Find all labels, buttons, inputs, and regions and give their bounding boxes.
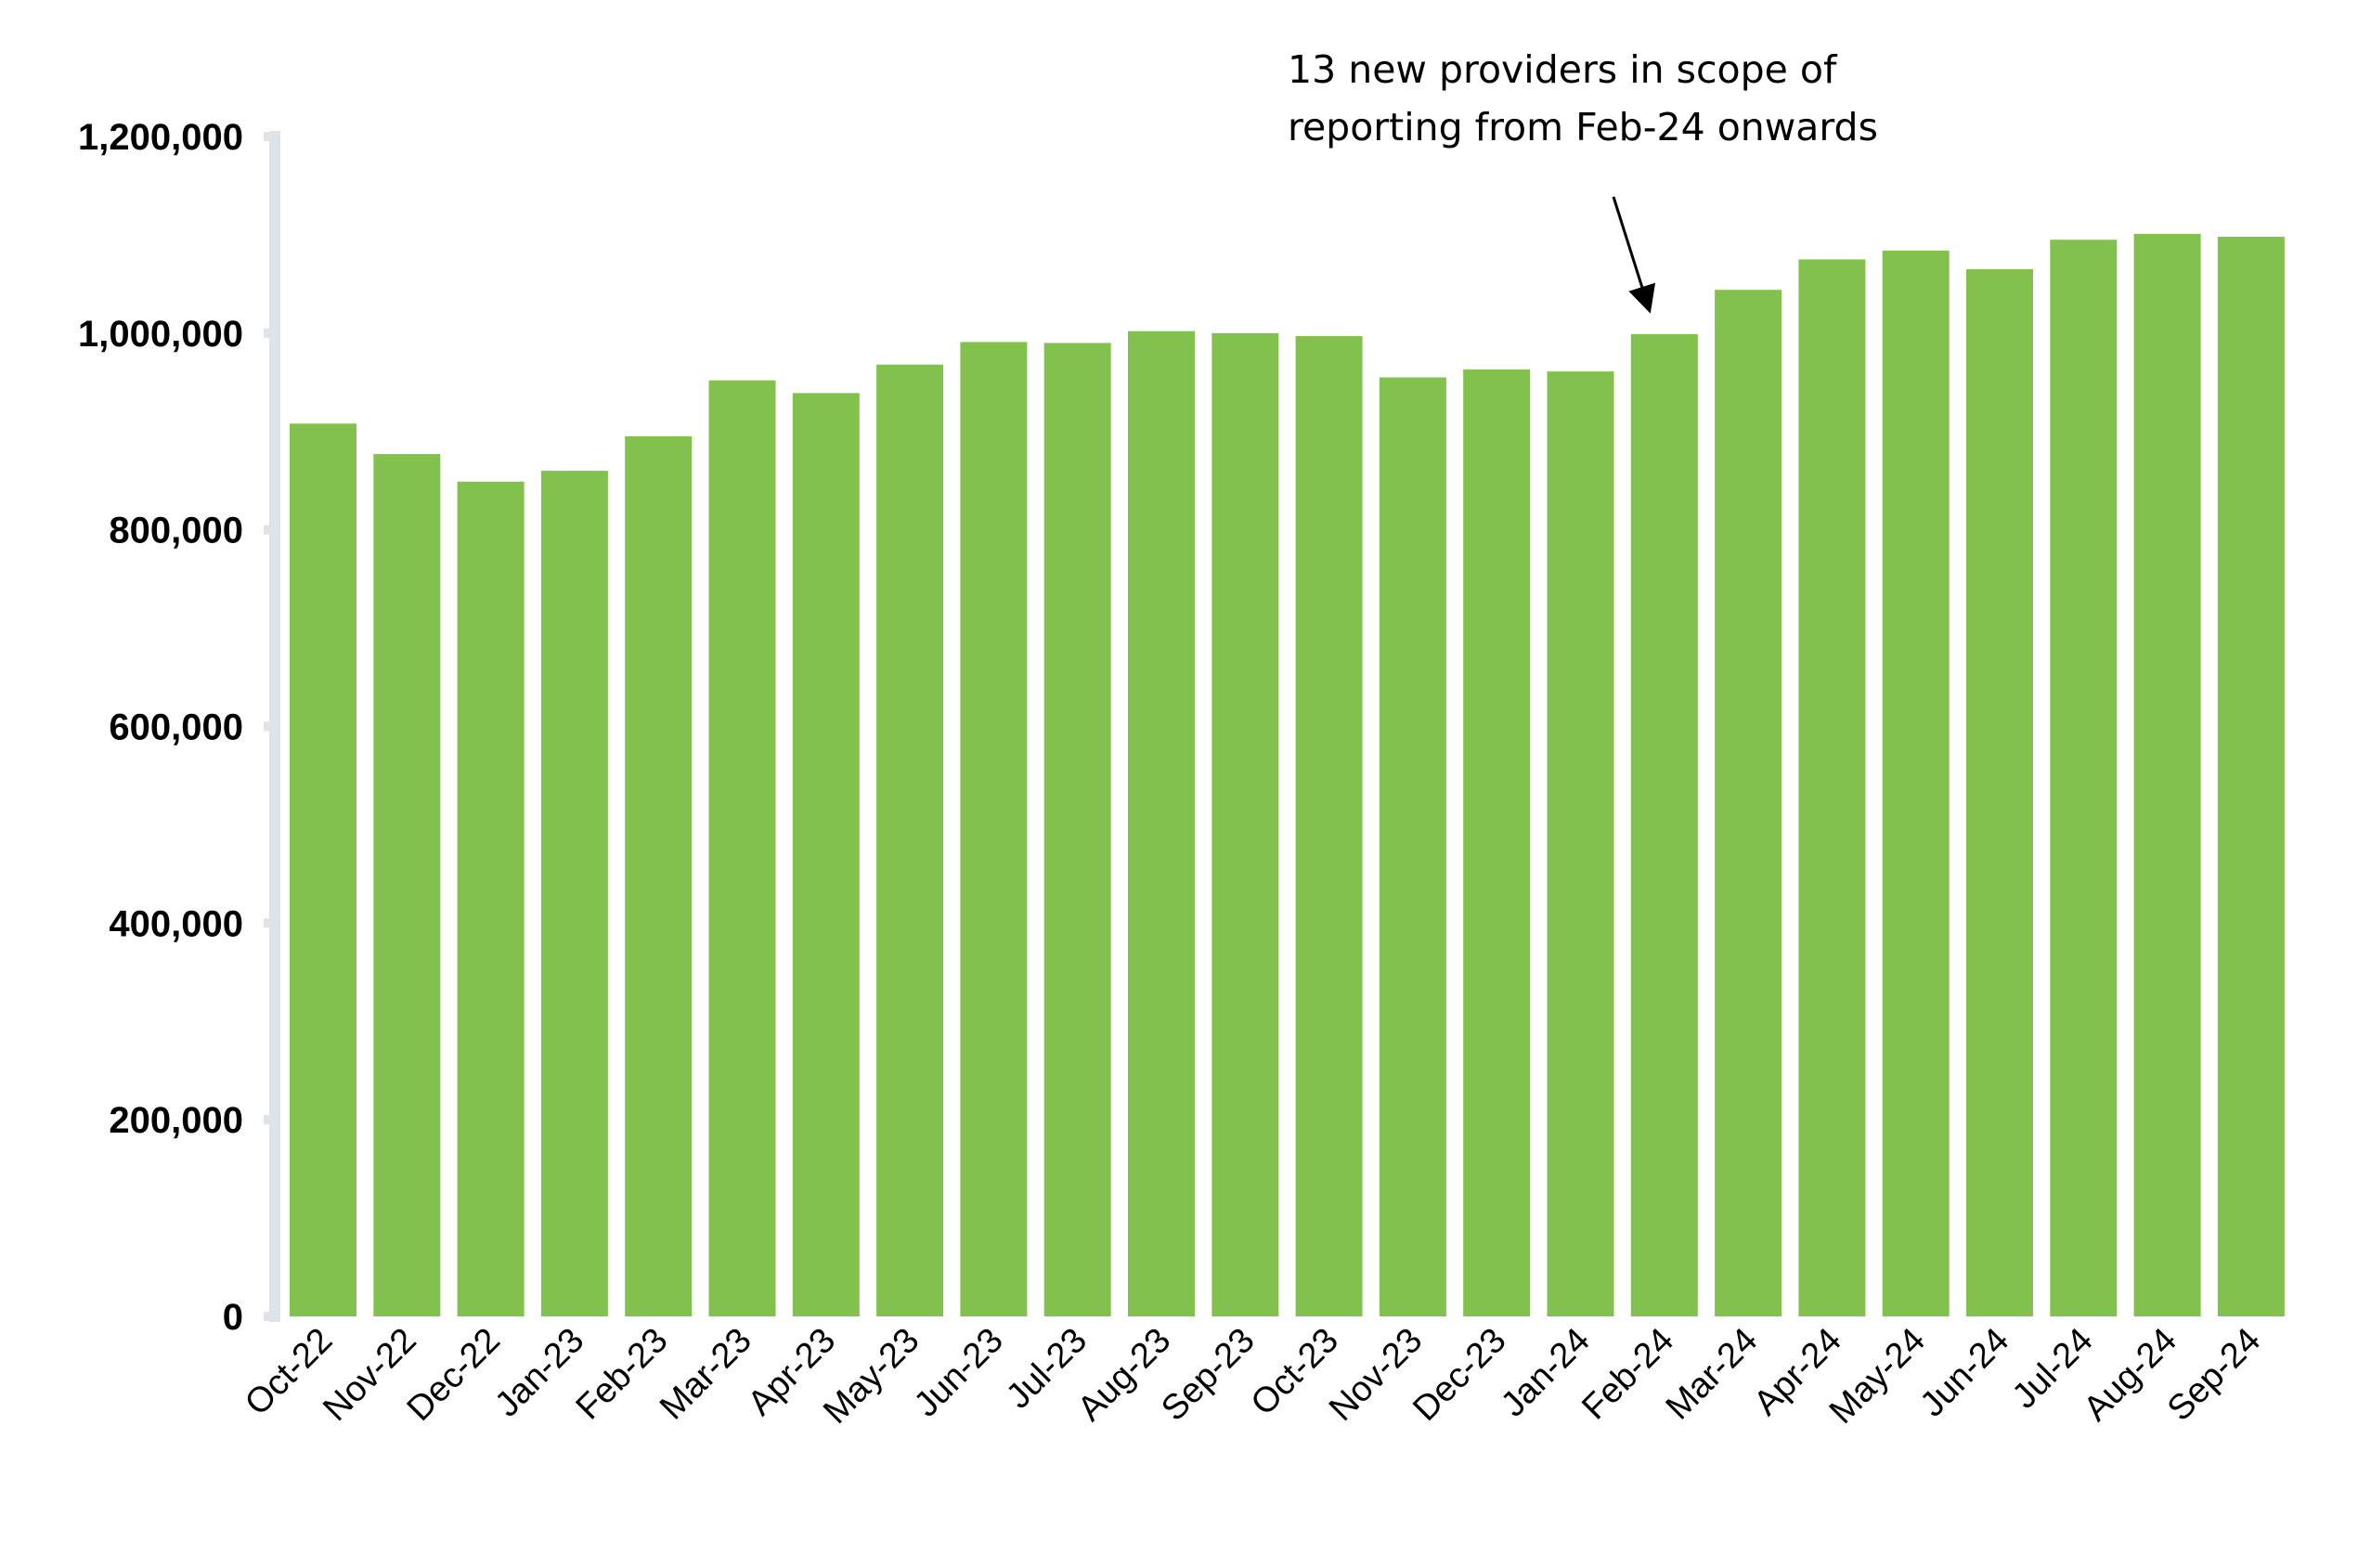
x-tick-label: May-24 bbox=[1822, 1321, 1933, 1432]
y-tick-label: 400,000 bbox=[109, 903, 243, 944]
y-axis-line bbox=[269, 131, 280, 1322]
x-tick-label: May-23 bbox=[816, 1321, 926, 1432]
bar-jun-23 bbox=[960, 342, 1028, 1316]
bar-jan-24 bbox=[1547, 371, 1614, 1317]
bar-nov-23 bbox=[1379, 377, 1446, 1316]
x-tick-label: Mar-23 bbox=[653, 1321, 759, 1428]
bar-jun-24 bbox=[1966, 269, 2033, 1316]
bar-jul-24 bbox=[2050, 240, 2118, 1317]
y-tick-label: 1,200,000 bbox=[78, 117, 243, 158]
y-tick-mark bbox=[264, 525, 271, 535]
y-tick-label: 0 bbox=[223, 1297, 243, 1338]
bar-apr-23 bbox=[792, 393, 860, 1316]
bars bbox=[290, 233, 2285, 1317]
x-tick-label: Dec-23 bbox=[1406, 1321, 1513, 1429]
bar-may-24 bbox=[1882, 250, 1950, 1316]
bar-nov-22 bbox=[373, 454, 441, 1317]
annotation-arrow bbox=[1612, 196, 1656, 314]
x-tick-label: Jun-24 bbox=[1912, 1321, 2016, 1425]
x-tick-label: Jan-23 bbox=[487, 1321, 591, 1425]
bar-sep-23 bbox=[1211, 332, 1279, 1316]
bar-dec-22 bbox=[457, 481, 525, 1316]
bar-oct-22 bbox=[290, 423, 356, 1316]
bar-sep-24 bbox=[2217, 237, 2285, 1316]
x-tick-label: Sep-24 bbox=[2160, 1321, 2268, 1429]
y-tick-label: 800,000 bbox=[109, 511, 243, 551]
y-axis: 0 200,000 400,000 600,000 800,000 1,000,000 1,… bbox=[78, 117, 280, 1338]
y-tick-mark bbox=[264, 721, 271, 732]
x-tick-label: Dec-22 bbox=[400, 1321, 508, 1429]
annotation-line-2: reporting from Feb-24 onwards bbox=[1288, 105, 1878, 149]
x-tick-label: Jan-24 bbox=[1494, 1321, 1598, 1425]
bar-feb-24 bbox=[1630, 333, 1698, 1316]
y-tick-label: 1,000,000 bbox=[78, 314, 243, 355]
y-tick-mark bbox=[264, 132, 271, 141]
y-tick-label: 600,000 bbox=[109, 707, 243, 748]
bar-apr-24 bbox=[1798, 259, 1866, 1316]
x-tick-label: Nov-22 bbox=[316, 1321, 423, 1429]
bar-may-23 bbox=[876, 364, 944, 1317]
x-tick-label: Jun-23 bbox=[907, 1321, 1011, 1425]
bar-jan-23 bbox=[540, 471, 608, 1317]
y-tick-mark bbox=[264, 1115, 271, 1125]
x-tick-label: Aug-24 bbox=[2077, 1321, 2184, 1429]
annotation-line-1: 13 new providers in scope of bbox=[1288, 47, 1838, 92]
x-tick-label: Mar-24 bbox=[1659, 1321, 1766, 1428]
y-tick-label: 200,000 bbox=[109, 1100, 243, 1141]
x-axis-labels: Oct-22Nov-22Dec-22Jan-23Feb-23Mar-23Apr-… bbox=[238, 1321, 2268, 1432]
x-tick-label: Nov-23 bbox=[1322, 1321, 1430, 1429]
bar-aug-24 bbox=[2133, 233, 2201, 1316]
y-tick-mark bbox=[264, 918, 271, 928]
x-tick-label: Aug-23 bbox=[1070, 1321, 1178, 1429]
x-tick-label: Feb-24 bbox=[1574, 1321, 1681, 1428]
bar-mar-24 bbox=[1715, 290, 1782, 1317]
x-tick-label: Sep-23 bbox=[1154, 1321, 1262, 1429]
bar-aug-23 bbox=[1128, 330, 1195, 1317]
annotation: 13 new providers in scope of reporting f… bbox=[1288, 47, 1878, 314]
y-tick-mark bbox=[264, 328, 271, 338]
bar-feb-23 bbox=[625, 436, 693, 1316]
bar-mar-23 bbox=[708, 380, 776, 1316]
x-tick-label: Feb-23 bbox=[569, 1321, 676, 1428]
bar-oct-23 bbox=[1295, 336, 1363, 1316]
bar-jul-23 bbox=[1043, 343, 1111, 1316]
y-tick-mark bbox=[264, 1312, 271, 1321]
bar-dec-23 bbox=[1463, 369, 1531, 1316]
